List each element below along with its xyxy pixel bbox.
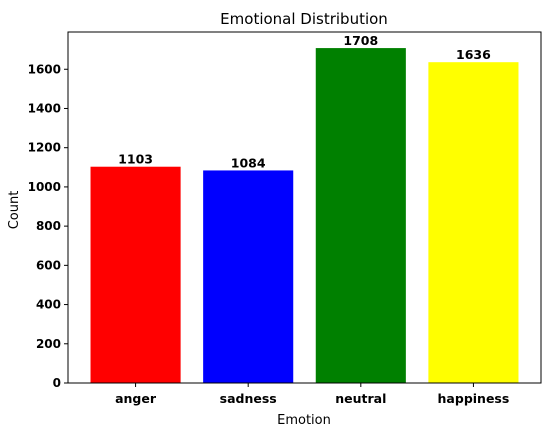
- data-label-anger: 1103: [118, 152, 153, 167]
- bar-sadness: [203, 170, 294, 383]
- plot-frame: [67, 31, 542, 384]
- x-tick-label-happiness: happiness: [438, 391, 510, 406]
- y-tick-label-1600: 1600: [28, 62, 61, 76]
- data-label-sadness: 1084: [231, 155, 266, 170]
- plot-area: 1103 anger 1084 sadness 1708 neutral 1636 happi…: [28, 31, 542, 406]
- y-tick-label-1400: 1400: [28, 101, 61, 115]
- bar-anger: [90, 166, 181, 383]
- y-tick-label-600: 600: [36, 258, 61, 272]
- y-tick-label-1000: 1000: [28, 180, 61, 194]
- y-tick-label-800: 800: [36, 219, 61, 233]
- y-tick-label-0: 0: [53, 376, 61, 390]
- y-tick-label-200: 200: [36, 337, 61, 351]
- bar-happiness: [428, 62, 519, 384]
- x-tick-label-neutral: neutral: [335, 391, 386, 406]
- y-tick-label-400: 400: [36, 298, 61, 312]
- x-tick-label-sadness: sadness: [220, 391, 277, 406]
- x-axis-label: Emotion: [277, 413, 331, 428]
- data-label-neutral: 1708: [343, 33, 378, 48]
- x-tick-label-anger: anger: [115, 391, 157, 406]
- data-label-happiness: 1636: [456, 47, 491, 62]
- chart-title: Emotional Distribution: [220, 10, 388, 28]
- y-axis-label: Count: [7, 191, 22, 230]
- bar-neutral: [315, 48, 406, 383]
- y-tick-label-1200: 1200: [28, 141, 61, 155]
